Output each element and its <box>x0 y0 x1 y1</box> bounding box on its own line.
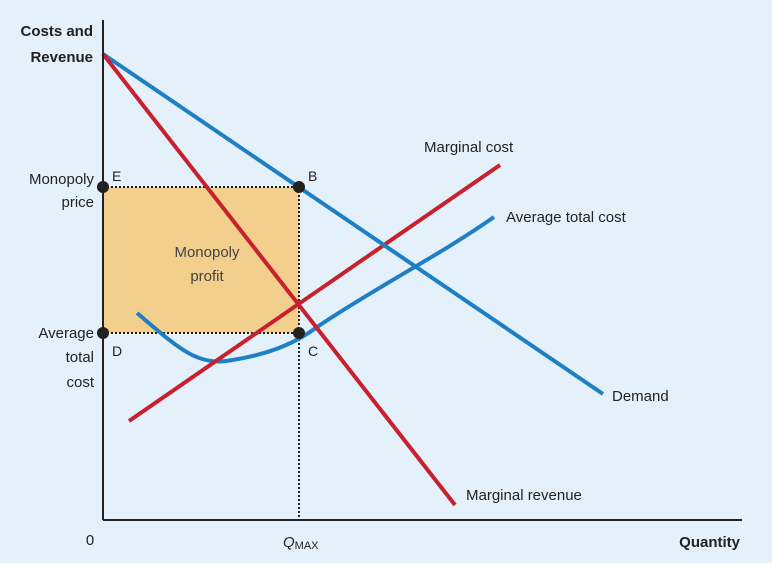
point-b-marker <box>293 181 305 193</box>
marginal-cost-label: Marginal cost <box>424 139 514 156</box>
monopoly-price-label-line2: price <box>61 194 94 211</box>
point-e-marker <box>97 181 109 193</box>
q-max-main: Q <box>283 534 295 551</box>
y-axis-label-line1: Costs and <box>20 23 93 40</box>
monopoly-profit-label-line1: Monopoly <box>174 244 240 261</box>
monopoly-profit-area <box>103 187 299 333</box>
x-axis-label: Quantity <box>679 534 740 551</box>
demand-label: Demand <box>612 388 669 405</box>
q-max-label: QMAX <box>283 534 319 552</box>
demand-curve <box>101 52 605 396</box>
marginal-revenue-curve <box>101 52 457 507</box>
point-d-marker <box>97 327 109 339</box>
monopoly-price-label-line1: Monopoly <box>29 171 95 188</box>
q-max-subscript: MAX <box>295 540 320 552</box>
point-b-label: B <box>308 168 317 184</box>
point-e-label: E <box>112 168 121 184</box>
marginal-cost-curve <box>127 163 502 423</box>
marginal-revenue-label: Marginal revenue <box>466 487 582 504</box>
origin-label: 0 <box>86 532 94 549</box>
average-total-cost-label: Average total cost <box>506 209 627 226</box>
atc-label-line3: cost <box>66 374 94 391</box>
atc-label-line1: Average <box>38 325 94 342</box>
point-c-marker <box>293 327 305 339</box>
atc-label-line2: total <box>66 349 94 366</box>
point-d-label: D <box>112 343 122 359</box>
point-c-label: C <box>308 343 318 359</box>
y-axis-label-line2: Revenue <box>30 49 93 66</box>
monopoly-profit-label-line2: profit <box>190 268 224 285</box>
